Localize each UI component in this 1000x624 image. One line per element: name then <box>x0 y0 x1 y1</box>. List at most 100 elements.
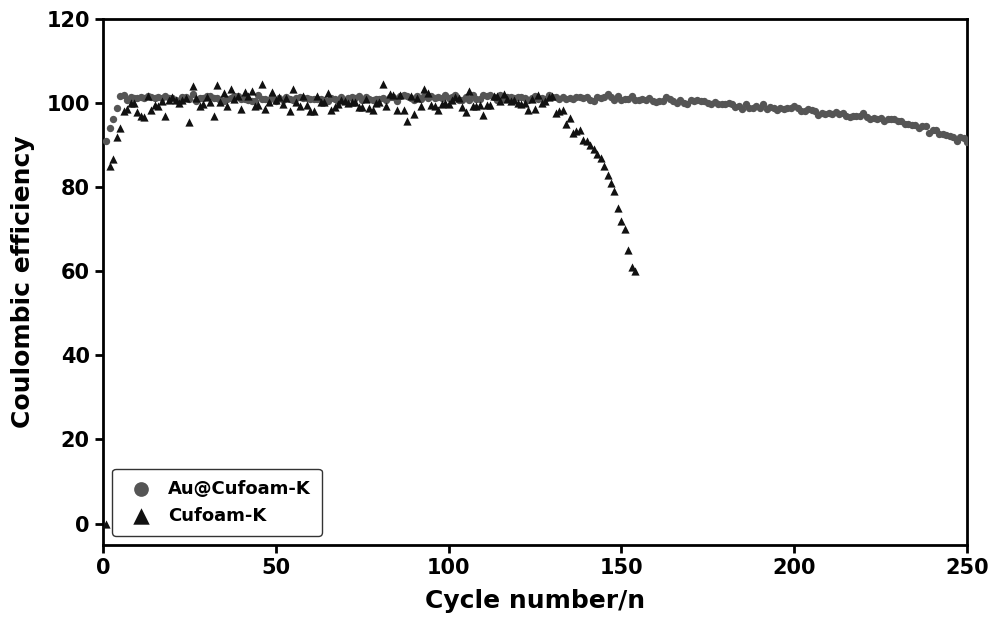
Au@Cufoam-K <box>171 97 187 107</box>
Cufoam-K <box>610 203 626 213</box>
Au@Cufoam-K <box>458 92 474 102</box>
Cufoam-K <box>613 216 629 226</box>
Cufoam-K <box>254 79 270 89</box>
Cufoam-K <box>164 92 180 102</box>
Cufoam-K <box>423 99 439 109</box>
Cufoam-K <box>116 106 132 116</box>
Cufoam-K <box>486 91 502 101</box>
Au@Cufoam-K <box>579 92 595 102</box>
Cufoam-K <box>454 102 470 112</box>
Cufoam-K <box>240 91 256 101</box>
Au@Cufoam-K <box>918 121 934 131</box>
Au@Cufoam-K <box>250 90 266 100</box>
Cufoam-K <box>219 101 235 111</box>
Au@Cufoam-K <box>627 95 643 105</box>
Cufoam-K <box>361 103 377 113</box>
Au@Cufoam-K <box>406 95 422 105</box>
Cufoam-K <box>544 91 560 101</box>
Au@Cufoam-K <box>136 93 152 103</box>
Au@Cufoam-K <box>931 129 947 139</box>
Cufoam-K <box>617 224 633 234</box>
Au@Cufoam-K <box>285 95 301 105</box>
Cufoam-K <box>226 94 242 104</box>
Au@Cufoam-K <box>686 96 702 106</box>
Au@Cufoam-K <box>565 94 581 104</box>
Au@Cufoam-K <box>295 93 311 103</box>
Au@Cufoam-K <box>119 95 135 105</box>
Au@Cufoam-K <box>396 90 412 100</box>
Au@Cufoam-K <box>755 99 771 109</box>
Au@Cufoam-K <box>724 99 740 109</box>
Au@Cufoam-K <box>703 99 719 109</box>
Au@Cufoam-K <box>575 94 591 104</box>
Au@Cufoam-K <box>869 114 885 124</box>
Au@Cufoam-K <box>434 93 450 103</box>
Au@Cufoam-K <box>129 94 145 104</box>
Cufoam-K <box>624 262 640 272</box>
Cufoam-K <box>337 97 353 107</box>
Au@Cufoam-K <box>838 110 854 120</box>
Au@Cufoam-K <box>492 90 508 100</box>
Cufoam-K <box>202 97 218 107</box>
Cufoam-K <box>555 105 571 115</box>
Cufoam-K <box>323 105 339 115</box>
Au@Cufoam-K <box>486 92 502 102</box>
Au@Cufoam-K <box>551 94 567 104</box>
Au@Cufoam-K <box>880 114 896 124</box>
Au@Cufoam-K <box>952 132 968 142</box>
Cufoam-K <box>365 105 381 115</box>
Cufoam-K <box>150 100 166 110</box>
Cufoam-K <box>223 84 239 94</box>
Au@Cufoam-K <box>489 95 505 105</box>
Au@Cufoam-K <box>589 92 605 102</box>
Au@Cufoam-K <box>133 92 149 102</box>
Cufoam-K <box>295 91 311 101</box>
Cufoam-K <box>499 94 515 104</box>
Cufoam-K <box>320 88 336 98</box>
Au@Cufoam-K <box>185 89 201 99</box>
Cufoam-K <box>416 84 432 94</box>
Cufoam-K <box>147 100 163 110</box>
Au@Cufoam-K <box>603 92 619 102</box>
Au@Cufoam-K <box>572 92 588 102</box>
Cufoam-K <box>123 98 139 108</box>
Au@Cufoam-K <box>154 92 170 102</box>
Cufoam-K <box>261 97 277 107</box>
Cufoam-K <box>479 100 495 110</box>
Au@Cufoam-K <box>316 94 332 104</box>
Au@Cufoam-K <box>738 99 754 109</box>
Cufoam-K <box>562 114 578 124</box>
Au@Cufoam-K <box>288 93 304 103</box>
Au@Cufoam-K <box>600 89 616 99</box>
Au@Cufoam-K <box>454 95 470 105</box>
Cufoam-K <box>537 95 553 105</box>
Cufoam-K <box>306 106 322 116</box>
Au@Cufoam-K <box>548 92 564 102</box>
Au@Cufoam-K <box>727 102 743 112</box>
Cufoam-K <box>444 95 460 105</box>
Cufoam-K <box>340 98 356 108</box>
Au@Cufoam-K <box>416 91 432 101</box>
Au@Cufoam-K <box>731 100 747 110</box>
Au@Cufoam-K <box>202 90 218 100</box>
Cufoam-K <box>109 132 125 142</box>
Au@Cufoam-K <box>786 101 802 111</box>
Au@Cufoam-K <box>555 92 571 102</box>
Au@Cufoam-K <box>143 92 159 102</box>
Au@Cufoam-K <box>617 94 633 104</box>
Au@Cufoam-K <box>240 95 256 105</box>
Au@Cufoam-K <box>852 110 868 120</box>
Cufoam-K <box>409 93 425 103</box>
Au@Cufoam-K <box>814 108 830 118</box>
Cufoam-K <box>192 101 208 111</box>
Au@Cufoam-K <box>264 92 280 102</box>
Cufoam-K <box>143 105 159 115</box>
Cufoam-K <box>392 90 408 100</box>
Au@Cufoam-K <box>641 92 657 102</box>
Au@Cufoam-K <box>174 92 190 102</box>
Au@Cufoam-K <box>766 103 782 113</box>
Au@Cufoam-K <box>116 90 132 100</box>
Cufoam-K <box>385 90 401 100</box>
Cufoam-K <box>399 116 415 126</box>
Cufoam-K <box>558 119 574 129</box>
